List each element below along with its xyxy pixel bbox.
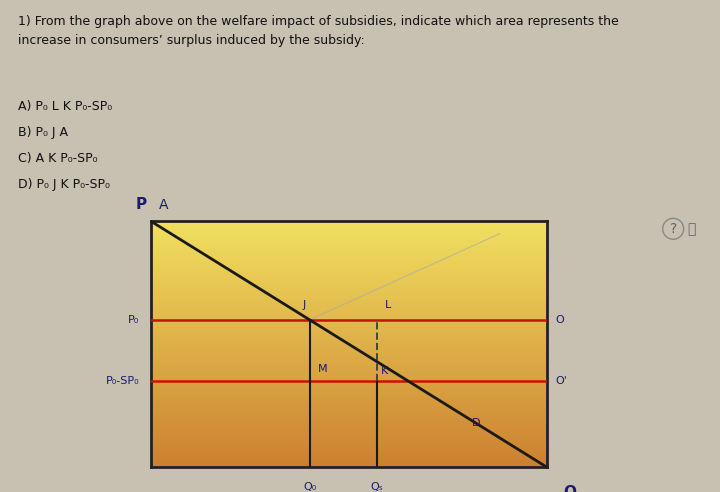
Text: Q: Q <box>563 485 576 492</box>
Text: O: O <box>555 315 564 325</box>
Text: M: M <box>318 364 327 374</box>
Text: Q₀: Q₀ <box>303 482 316 492</box>
Text: Qₛ: Qₛ <box>371 482 383 492</box>
Text: P: P <box>136 197 147 212</box>
Text: B) P₀ J A: B) P₀ J A <box>18 126 68 139</box>
Text: O': O' <box>555 376 567 386</box>
Text: L: L <box>385 300 391 310</box>
Text: ?: ? <box>670 222 677 236</box>
Text: P₀: P₀ <box>128 315 140 325</box>
Text: J: J <box>302 300 305 310</box>
Text: D: D <box>472 418 480 428</box>
Text: K: K <box>381 367 388 376</box>
Text: P₀-SP₀: P₀-SP₀ <box>106 376 140 386</box>
Text: C) A K P₀-SP₀: C) A K P₀-SP₀ <box>18 152 97 165</box>
Text: A: A <box>159 198 168 212</box>
Text: ⤢: ⤢ <box>687 222 696 236</box>
Text: D) P₀ J K P₀-SP₀: D) P₀ J K P₀-SP₀ <box>18 178 109 191</box>
Text: 1) From the graph above on the welfare impact of subsidies, indicate which area : 1) From the graph above on the welfare i… <box>18 15 618 47</box>
Text: A) P₀ L K P₀-SP₀: A) P₀ L K P₀-SP₀ <box>18 99 112 113</box>
